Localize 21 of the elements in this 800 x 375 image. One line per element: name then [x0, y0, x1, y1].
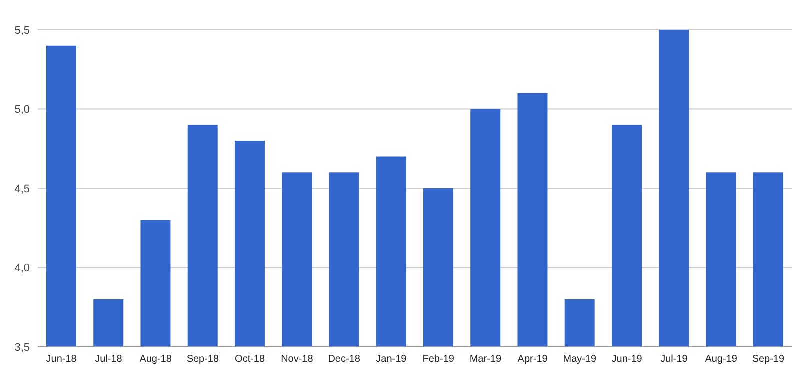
y-tick-label: 4,5 [14, 183, 30, 196]
x-tick-label: Jul-18 [95, 354, 123, 366]
x-tick-label: Jun-19 [612, 354, 643, 366]
x-tick-label: Feb-19 [422, 354, 455, 366]
y-tick-label: 4,0 [14, 262, 30, 275]
x-tick-label: Jan-19 [376, 354, 408, 366]
y-tick-label: 5,0 [14, 104, 30, 116]
x-tick-label: Mar-19 [470, 354, 502, 366]
x-tick-label: May-19 [563, 354, 598, 366]
x-tick-label: Dec-18 [328, 354, 361, 366]
x-tick-label: Oct-18 [235, 354, 266, 366]
x-tick-label: Sep-18 [186, 354, 220, 366]
y-tick-label: 5,5 [14, 24, 30, 37]
x-tick-label: Aug-19 [705, 354, 738, 366]
x-tick-label: Sep-19 [752, 354, 785, 366]
x-tick-label: Nov-18 [281, 354, 314, 366]
x-tick-label: Jun-18 [46, 354, 78, 366]
x-tick-label: Jul-19 [660, 354, 688, 366]
x-tick-label: Aug-18 [140, 354, 172, 366]
x-tick-label: Apr-19 [518, 354, 548, 366]
y-tick-label: 3,5 [14, 342, 30, 354]
